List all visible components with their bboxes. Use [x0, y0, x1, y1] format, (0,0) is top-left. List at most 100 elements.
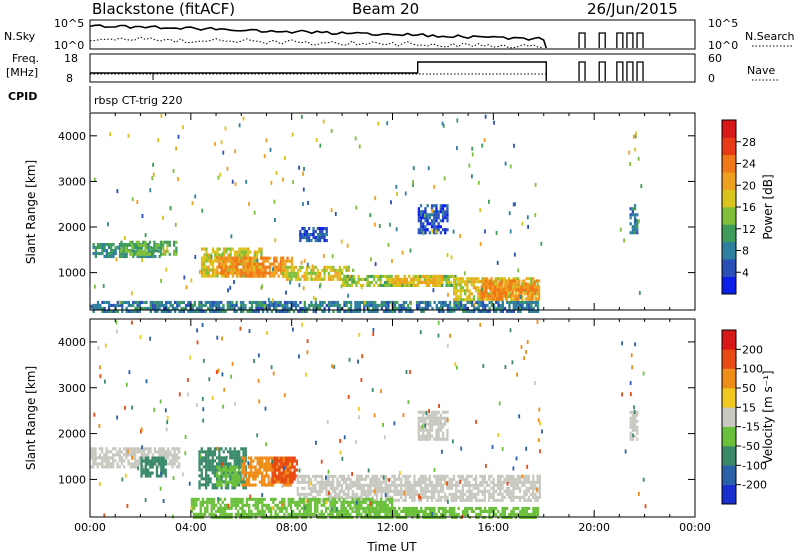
power-cell [446, 204, 449, 208]
velocity-cell [400, 495, 403, 499]
power-cell [129, 249, 132, 253]
power-cell [477, 298, 480, 302]
freq-left-tick-top: 18 [64, 52, 78, 65]
velocity-cell [283, 474, 286, 478]
velocity-cell [355, 506, 359, 510]
power-cell [297, 271, 300, 275]
power-cell [240, 271, 243, 275]
power-cell [292, 300, 295, 304]
velocity-cell [505, 477, 508, 481]
velocity-cell [428, 428, 431, 432]
velocity-cell [211, 468, 214, 472]
velocity-cell [164, 459, 167, 463]
power-cell [321, 233, 324, 237]
velocity-cell [207, 483, 210, 487]
velocity-cell [278, 462, 281, 466]
power-scatter [222, 150, 225, 155]
power-cell [517, 309, 520, 313]
velocity-scatter [172, 476, 175, 480]
velocity-cell [459, 489, 462, 493]
power-cell [290, 268, 293, 272]
velocity-cell [512, 506, 515, 510]
power-cell [418, 303, 421, 307]
velocity-cell [534, 486, 537, 490]
power-cell [260, 250, 263, 254]
velocity-cell [417, 422, 420, 426]
velocity-cell [292, 512, 295, 516]
velocity-cell [397, 492, 401, 496]
power-cell [187, 303, 190, 307]
power-cell [416, 283, 419, 287]
velocity-cell [334, 492, 337, 496]
velocity-cell [360, 512, 363, 516]
power-cell [462, 303, 465, 307]
power-cell [294, 277, 298, 281]
power-cell [198, 306, 201, 310]
velocity-cell [118, 456, 121, 460]
velocity-cell [158, 462, 161, 466]
velocity-cell [496, 486, 500, 490]
power-cell [459, 277, 462, 281]
velocity-cell [229, 474, 232, 478]
velocity-cell [360, 500, 363, 504]
velocity-cell [247, 480, 251, 484]
power-cell [489, 279, 492, 283]
velocity-cell [140, 453, 143, 457]
power-cell [492, 280, 495, 284]
power-cell [419, 204, 423, 208]
power-cell [137, 249, 141, 253]
velocity-cell [129, 465, 132, 469]
velocity-cell [629, 419, 632, 423]
velocity-cell [123, 459, 126, 463]
power-cell [403, 283, 406, 287]
power-cell [305, 271, 309, 275]
velocity-cell [278, 506, 282, 510]
power-cell [235, 268, 239, 272]
velocity-cell [96, 456, 99, 460]
velocity-cell [296, 512, 299, 516]
velocity-cell [329, 500, 332, 504]
velocity-cell [90, 453, 93, 457]
power-cell [453, 283, 456, 287]
velocity-cell [270, 497, 273, 501]
velocity-cell [131, 450, 135, 454]
power-cell [229, 259, 232, 263]
power-cell [235, 259, 239, 263]
velocity-cell [439, 512, 443, 516]
velocity-cell [356, 492, 359, 496]
velocity-cell [331, 509, 334, 513]
power-cell [242, 250, 245, 254]
velocity-cell [441, 474, 445, 478]
velocity-scatter [165, 427, 168, 432]
power-cell [389, 300, 392, 304]
velocity-cell [149, 459, 152, 463]
velocity-cell [200, 450, 203, 454]
velocity-cell [426, 434, 429, 438]
velocity-cell [375, 503, 378, 507]
power-cell [148, 240, 152, 244]
power-cell [213, 303, 216, 307]
velocity-cell [231, 450, 234, 454]
velocity-cell [222, 471, 225, 475]
power-cell [227, 253, 230, 257]
power-scatter [471, 146, 474, 151]
power-cell [447, 274, 450, 278]
power-cell [211, 250, 215, 254]
power-cell [510, 309, 513, 313]
power-cell [129, 303, 133, 307]
velocity-cell [289, 480, 292, 484]
power-cell [266, 265, 269, 269]
power-cell [159, 252, 163, 256]
power-scatter [160, 278, 162, 283]
power-cell [459, 295, 462, 299]
velocity-cell [218, 468, 221, 472]
velocity-cell [532, 483, 535, 487]
velocity-cell [234, 500, 238, 504]
nsky-panel: N.Sky 10^5 10^0 10^5 10^0 N.Search [4, 17, 795, 52]
power-cell [312, 230, 315, 234]
velocity-cell [303, 509, 306, 513]
velocity-cell [270, 509, 273, 513]
velocity-cell [242, 447, 245, 451]
velocity-cell [426, 498, 429, 502]
power-cell [171, 303, 174, 307]
